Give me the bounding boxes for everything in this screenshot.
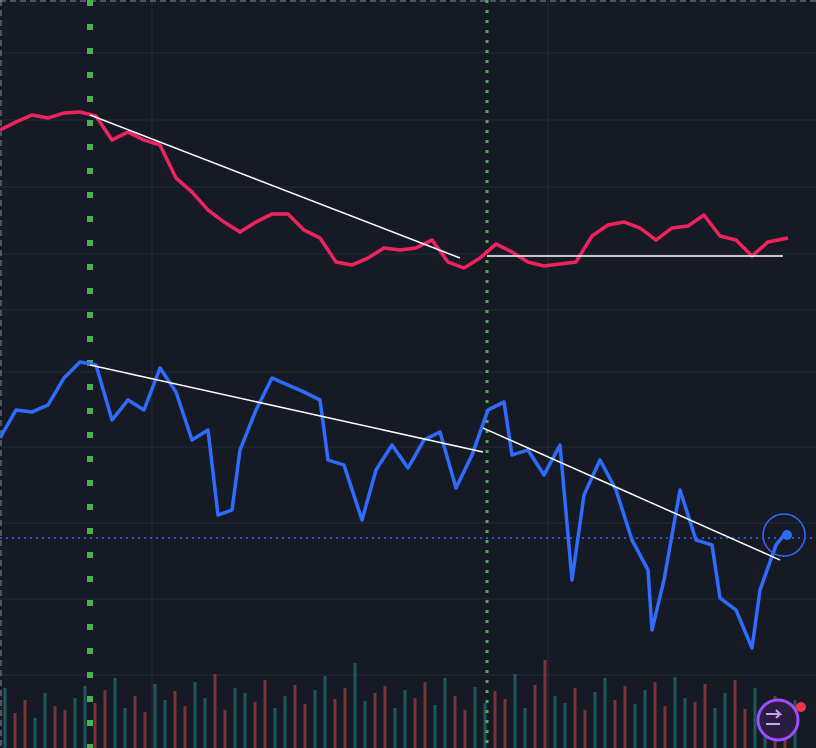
volume-bar xyxy=(253,702,257,748)
volume-bar xyxy=(623,686,627,748)
volume-bar xyxy=(353,663,357,748)
volume-bar xyxy=(53,706,57,748)
volume-bar xyxy=(373,693,377,748)
volume-bar xyxy=(633,704,637,748)
volume-bar xyxy=(473,687,477,748)
volume-bar xyxy=(283,696,287,748)
volume-bar xyxy=(673,677,677,748)
volume-bar xyxy=(3,688,7,748)
last-price-halo xyxy=(762,513,806,557)
volume-bar xyxy=(713,708,717,748)
trend-line xyxy=(89,114,461,259)
volume-bar xyxy=(33,718,37,748)
volume-bar xyxy=(333,699,337,748)
volume-bar xyxy=(303,704,307,748)
volume-bar xyxy=(493,691,497,748)
volume-bar xyxy=(463,710,467,748)
volume-bar xyxy=(513,674,517,748)
volume-bar xyxy=(143,712,147,748)
volume-bar xyxy=(23,700,27,748)
volume-bar xyxy=(453,696,457,748)
volume-bar xyxy=(593,692,597,748)
volume-bar xyxy=(63,710,67,748)
volume-bar xyxy=(523,708,527,748)
volume-bar xyxy=(703,684,707,748)
volume-bar xyxy=(733,680,737,748)
volume-bar xyxy=(203,698,207,748)
volume-bar xyxy=(163,700,167,748)
price-line-series xyxy=(0,360,786,650)
price-line-series xyxy=(0,110,789,270)
volume-bar xyxy=(343,688,347,748)
volume-bar xyxy=(693,702,697,748)
volume-bar xyxy=(563,703,567,748)
volume-bar xyxy=(723,693,727,748)
volume-bar xyxy=(443,678,447,748)
volume-bar xyxy=(403,690,407,748)
volume-bar xyxy=(363,701,367,748)
volume-bar xyxy=(753,688,757,748)
volume-bar xyxy=(393,708,397,748)
volume-bar xyxy=(233,688,237,748)
volume-bar xyxy=(653,682,657,748)
volume-bar xyxy=(743,709,747,748)
volume-bar xyxy=(483,703,487,748)
trend-line xyxy=(482,427,781,561)
volume-bar xyxy=(643,690,647,748)
volume-bar xyxy=(543,660,547,748)
app-icon[interactable] xyxy=(756,698,806,742)
volume-bar xyxy=(133,696,137,748)
last-price-dot xyxy=(782,530,792,540)
volume-bar xyxy=(323,676,327,748)
volume-pane xyxy=(3,660,797,748)
volume-bar xyxy=(263,680,267,748)
volume-bar xyxy=(243,693,247,748)
volume-bar xyxy=(573,688,577,748)
volume-bar xyxy=(93,703,97,748)
volume-bar xyxy=(413,698,417,748)
volume-bar xyxy=(293,685,297,748)
trend-line xyxy=(89,364,484,453)
volume-bar xyxy=(113,678,117,748)
volume-bar xyxy=(383,686,387,748)
volume-bar xyxy=(213,674,217,748)
volume-bar xyxy=(603,678,607,748)
volume-bar xyxy=(103,690,107,748)
volume-bar xyxy=(123,708,127,748)
volume-bar xyxy=(173,691,177,748)
volume-bar xyxy=(423,682,427,748)
volume-bar xyxy=(683,698,687,748)
volume-bar xyxy=(153,684,157,748)
volume-bar xyxy=(223,710,227,748)
volume-bar xyxy=(313,690,317,748)
volume-bar xyxy=(13,713,17,748)
volume-bar xyxy=(43,693,47,748)
volume-bar xyxy=(183,706,187,748)
volume-bar xyxy=(83,686,87,748)
volume-bar xyxy=(273,708,277,748)
volume-bar xyxy=(503,699,507,748)
volume-bar xyxy=(663,706,667,748)
volume-bar xyxy=(583,710,587,748)
volume-bar xyxy=(193,682,197,748)
volume-bar xyxy=(433,705,437,748)
volume-bar xyxy=(533,685,537,748)
volume-bar xyxy=(613,700,617,748)
volume-bar xyxy=(73,698,77,748)
volume-bar xyxy=(553,696,557,748)
